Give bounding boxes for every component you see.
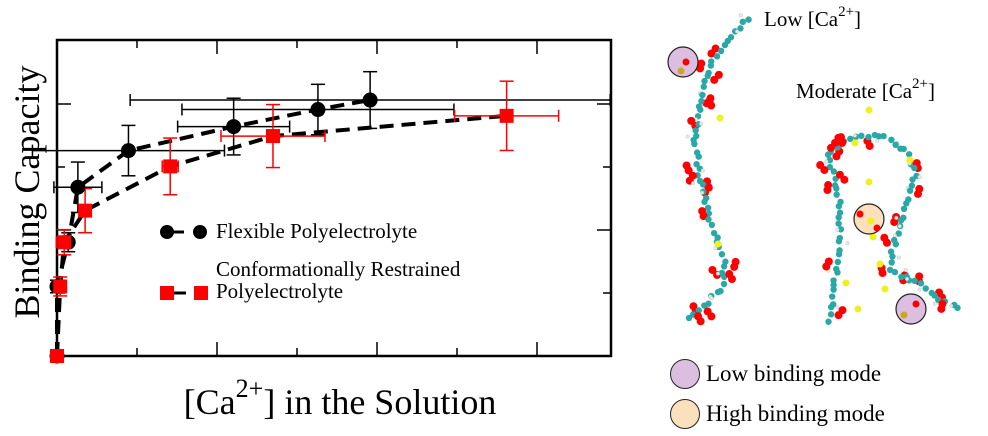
legend-label-restrained-line2: Polyelectrolyte xyxy=(216,279,344,303)
legend-item-high-binding: High binding mode xyxy=(670,396,885,432)
square-marker-icon xyxy=(158,258,210,300)
low-binding-circle-icon xyxy=(670,359,700,389)
circle-marker-icon xyxy=(158,220,210,242)
legend-item-low-binding: Low binding mode xyxy=(670,356,885,392)
moderate-ca-label: Moderate [Ca2+] xyxy=(796,76,936,103)
legend-item-flexible: Flexible Polyelectrolyte xyxy=(158,220,460,242)
x-axis-label: [Ca2+] in the Solution xyxy=(183,374,497,422)
legend-item-restrained: Conformationally Restrained Polyelectrol… xyxy=(158,258,460,302)
low-ca-label: Low [Ca2+] xyxy=(764,4,862,31)
y-axis-label: Binding Capacity xyxy=(7,65,47,319)
molecule-renderings xyxy=(667,13,961,326)
high-binding-circle-icon xyxy=(670,399,700,429)
chart-legend: Flexible Polyelectrolyte Conformationall… xyxy=(158,220,460,318)
legend-label-restrained-line1: Conformationally Restrained xyxy=(216,257,461,281)
data-points xyxy=(49,92,514,364)
binding-mode-legend: Low binding mode High binding mode xyxy=(670,356,885,436)
legend-label-flexible: Flexible Polyelectrolyte xyxy=(216,219,418,243)
